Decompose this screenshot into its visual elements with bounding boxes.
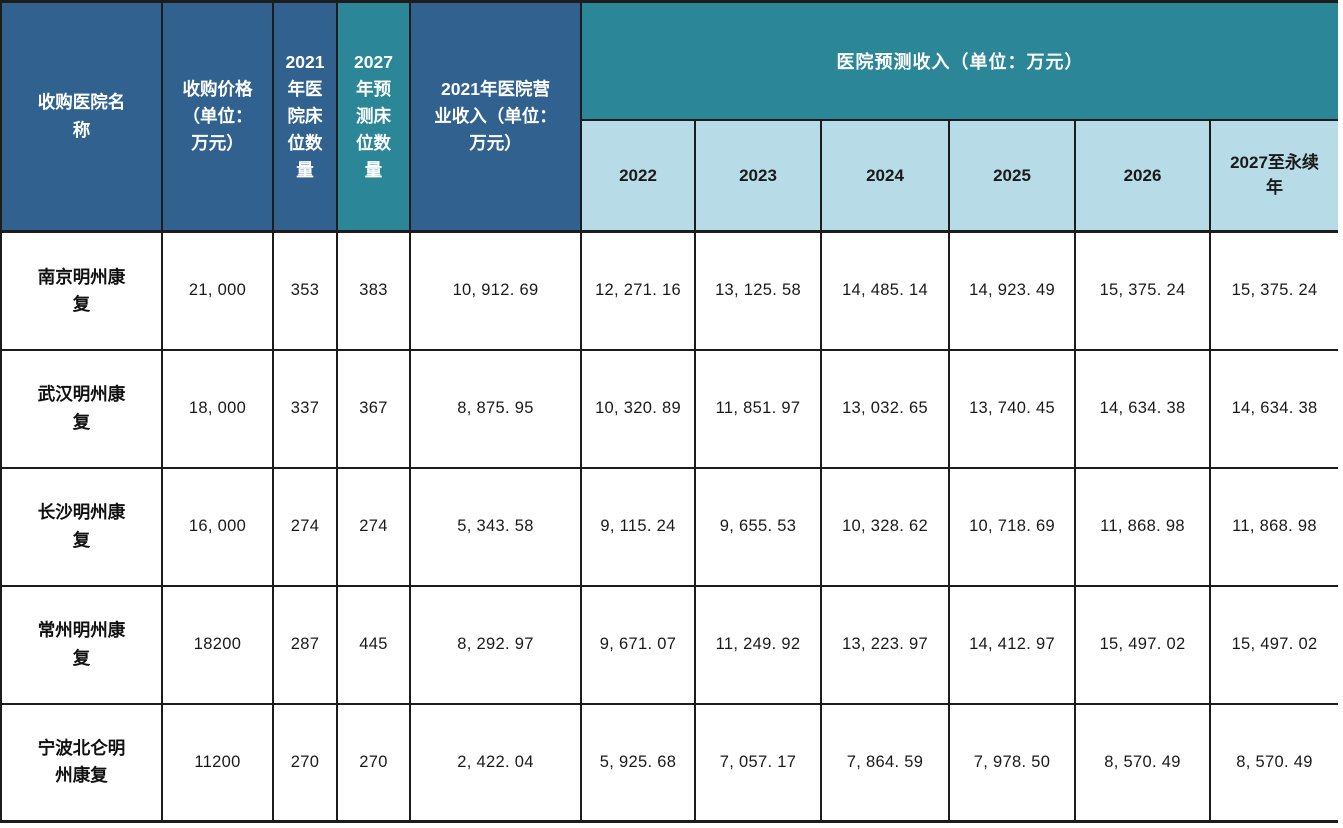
- cell-forecast-2025: 14, 412. 97: [948, 584, 1076, 705]
- cell-forecast-2024: 7, 864. 59: [820, 702, 950, 823]
- table-header: 收购医院名称 收购价格（单位：万元） 2021年医院床位数量 2027年预测床位…: [0, 0, 1338, 233]
- row-name-cell: 长沙明州康复: [0, 466, 163, 587]
- row-name-cell: 常州明州康复: [0, 584, 163, 705]
- cell-price: 16, 000: [161, 466, 274, 587]
- cell-revenue-2021: 8, 875. 95: [409, 348, 582, 469]
- cell-price: 11200: [161, 702, 274, 823]
- cell-forecast-2025: 7, 978. 50: [948, 702, 1076, 823]
- cell-beds-2021: 274: [272, 466, 338, 587]
- row-name-label: 宁波北仑明州康复: [37, 738, 126, 786]
- cell-forecast-2022: 12, 271. 16: [580, 230, 696, 351]
- row-name-label: 武汉明州康复: [37, 384, 126, 432]
- col-header-revenue-2021: 2021年医院营业收入（单位：万元）: [409, 0, 582, 233]
- table-row-changzhou: 常州明州康复 18200 287 445 8, 292. 97 9, 671. …: [0, 584, 1338, 705]
- year-header-2023: 2023: [694, 118, 822, 233]
- cell-revenue-2021: 10, 912. 69: [409, 230, 582, 351]
- cell-beds-2027: 270: [336, 702, 411, 823]
- cell-forecast-2025: 10, 718. 69: [948, 466, 1076, 587]
- cell-beds-2027: 445: [336, 584, 411, 705]
- cell-beds-2027: 383: [336, 230, 411, 351]
- cell-revenue-2021: 8, 292. 97: [409, 584, 582, 705]
- cell-forecast-2022: 5, 925. 68: [580, 702, 696, 823]
- cell-forecast-2026: 15, 375. 24: [1074, 230, 1211, 351]
- cell-forecast-perpetuity: 14, 634. 38: [1209, 348, 1338, 469]
- col-header-beds-2027-label: 2027年预测床位数量: [354, 51, 393, 181]
- cell-forecast-perpetuity: 15, 497. 02: [1209, 584, 1338, 705]
- cell-forecast-2026: 8, 570. 49: [1074, 702, 1211, 823]
- row-name-cell: 南京明州康复: [0, 230, 163, 351]
- year-header-2024: 2024: [820, 118, 950, 233]
- cell-forecast-2023: 9, 655. 53: [694, 466, 822, 587]
- cell-forecast-2022: 9, 671. 07: [580, 584, 696, 705]
- col-header-acquisition-price-label: 收购价格（单位：万元）: [182, 78, 253, 154]
- year-header-2027-perpetuity: 2027至永续年: [1209, 118, 1338, 233]
- table-row-changsha: 长沙明州康复 16, 000 274 274 5, 343. 58 9, 115…: [0, 466, 1338, 587]
- year-header-2026: 2026: [1074, 118, 1211, 233]
- cell-beds-2021: 337: [272, 348, 338, 469]
- cell-forecast-2024: 13, 223. 97: [820, 584, 950, 705]
- row-name-cell: 武汉明州康复: [0, 348, 163, 469]
- cell-forecast-perpetuity: 15, 375. 24: [1209, 230, 1338, 351]
- cell-price: 18200: [161, 584, 274, 705]
- cell-forecast-perpetuity: 11, 868. 98: [1209, 466, 1338, 587]
- table-row-nanjing: 南京明州康复 21, 000 353 383 10, 912. 69 12, 2…: [0, 230, 1338, 351]
- cell-forecast-2026: 11, 868. 98: [1074, 466, 1211, 587]
- cell-forecast-2023: 11, 851. 97: [694, 348, 822, 469]
- cell-beds-2021: 270: [272, 702, 338, 823]
- header-row-top: 收购医院名称 收购价格（单位：万元） 2021年医院床位数量 2027年预测床位…: [0, 0, 1338, 233]
- cell-beds-2027: 274: [336, 466, 411, 587]
- col-header-hospital-name-label: 收购医院名称: [37, 92, 126, 140]
- cell-beds-2027: 367: [336, 348, 411, 469]
- col-header-acquisition-price: 收购价格（单位：万元）: [161, 0, 274, 233]
- cell-forecast-2023: 7, 057. 17: [694, 702, 822, 823]
- cell-forecast-2024: 13, 032. 65: [820, 348, 950, 469]
- cell-forecast-2022: 10, 320. 89: [580, 348, 696, 469]
- cell-forecast-2022: 9, 115. 24: [580, 466, 696, 587]
- col-header-hospital-name: 收购医院名称: [0, 0, 163, 233]
- cell-beds-2021: 353: [272, 230, 338, 351]
- cell-forecast-2026: 15, 497. 02: [1074, 584, 1211, 705]
- forecast-revenue-group-header: 医院预测收入（单位：万元）: [580, 0, 1338, 121]
- row-name-cell: 宁波北仑明州康复: [0, 702, 163, 823]
- cell-forecast-2025: 14, 923. 49: [948, 230, 1076, 351]
- col-header-beds-2027: 2027年预测床位数量: [336, 0, 411, 233]
- cell-forecast-perpetuity: 8, 570. 49: [1209, 702, 1338, 823]
- col-header-beds-2021: 2021年医院床位数量: [272, 0, 338, 233]
- cell-forecast-2025: 13, 740. 45: [948, 348, 1076, 469]
- col-header-revenue-2021-label: 2021年医院营业收入（单位：万元）: [434, 78, 557, 154]
- cell-revenue-2021: 2, 422. 04: [409, 702, 582, 823]
- cell-beds-2021: 287: [272, 584, 338, 705]
- cell-revenue-2021: 5, 343. 58: [409, 466, 582, 587]
- cell-price: 18, 000: [161, 348, 274, 469]
- table-body: 南京明州康复 21, 000 353 383 10, 912. 69 12, 2…: [0, 230, 1338, 823]
- header-row-years: 2022 2023 2024 2025 2026 2027至永续年: [1, 118, 1338, 233]
- cell-forecast-2023: 13, 125. 58: [694, 230, 822, 351]
- row-name-label: 南京明州康复: [37, 266, 126, 314]
- year-header-2022: 2022: [580, 118, 696, 233]
- cell-price: 21, 000: [161, 230, 274, 351]
- col-header-beds-2021-label: 2021年医院床位数量: [285, 51, 325, 181]
- year-header-2025: 2025: [948, 118, 1076, 233]
- cell-forecast-2024: 10, 328. 62: [820, 466, 950, 587]
- cell-forecast-2024: 14, 485. 14: [820, 230, 950, 351]
- row-name-label: 常州明州康复: [37, 620, 126, 668]
- year-header-2027-perpetuity-label: 2027至永续年: [1230, 152, 1319, 198]
- table-row-wuhan: 武汉明州康复 18, 000 337 367 8, 875. 95 10, 32…: [0, 348, 1338, 469]
- row-name-label: 长沙明州康复: [37, 502, 126, 550]
- cell-forecast-2026: 14, 634. 38: [1074, 348, 1211, 469]
- cell-forecast-2023: 11, 249. 92: [694, 584, 822, 705]
- table-row-ningbo-beilun: 宁波北仑明州康复 11200 270 270 2, 422. 04 5, 925…: [0, 702, 1338, 823]
